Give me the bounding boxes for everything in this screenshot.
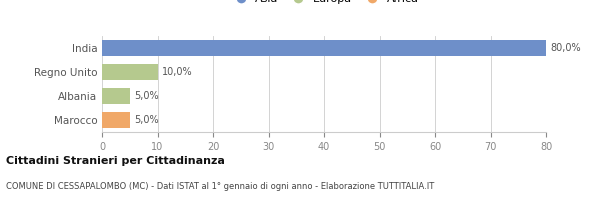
Bar	[102, 64, 158, 80]
Text: COMUNE DI CESSAPALOMBO (MC) - Dati ISTAT al 1° gennaio di ogni anno - Elaborazio: COMUNE DI CESSAPALOMBO (MC) - Dati ISTAT…	[6, 182, 434, 191]
Bar	[102, 112, 130, 128]
Text: 80,0%: 80,0%	[550, 43, 581, 53]
Bar	[102, 40, 546, 56]
Bar	[102, 88, 130, 104]
Text: 5,0%: 5,0%	[134, 115, 159, 125]
Text: 5,0%: 5,0%	[134, 91, 159, 101]
Text: Cittadini Stranieri per Cittadinanza: Cittadini Stranieri per Cittadinanza	[6, 156, 225, 166]
Legend: Asia, Europa, Africa: Asia, Europa, Africa	[227, 0, 421, 6]
Text: 10,0%: 10,0%	[162, 67, 193, 77]
